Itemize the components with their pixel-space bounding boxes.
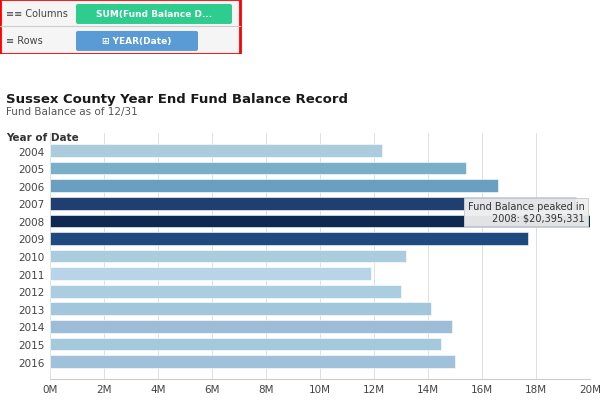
Bar <box>50 303 431 315</box>
Text: Fund Balance as of 12/31: Fund Balance as of 12/31 <box>6 107 138 117</box>
Bar <box>50 198 576 210</box>
Text: SUM(Fund Balance D...: SUM(Fund Balance D... <box>96 11 212 20</box>
Text: Fund Balance peaked in
2008: $20,395,331: Fund Balance peaked in 2008: $20,395,331 <box>467 202 584 223</box>
Bar <box>0 0 240 55</box>
Bar <box>50 355 455 368</box>
Text: ≡ Rows: ≡ Rows <box>6 36 43 46</box>
Bar <box>50 250 406 263</box>
Bar <box>50 267 371 280</box>
Bar <box>50 162 466 175</box>
Bar <box>50 285 401 298</box>
Text: ⊞ YEAR(Date): ⊞ YEAR(Date) <box>103 37 172 46</box>
Bar <box>50 145 382 157</box>
Bar <box>50 233 528 245</box>
Bar <box>50 320 452 333</box>
FancyBboxPatch shape <box>76 32 198 52</box>
Text: Sussex County Year End Fund Balance Record: Sussex County Year End Fund Balance Reco… <box>6 92 348 106</box>
Bar <box>50 215 600 228</box>
Text: Year of Date: Year of Date <box>6 133 79 142</box>
FancyBboxPatch shape <box>76 5 232 25</box>
Bar <box>50 180 498 193</box>
Bar <box>50 338 442 351</box>
Text: ≡≡ Columns: ≡≡ Columns <box>6 9 68 19</box>
